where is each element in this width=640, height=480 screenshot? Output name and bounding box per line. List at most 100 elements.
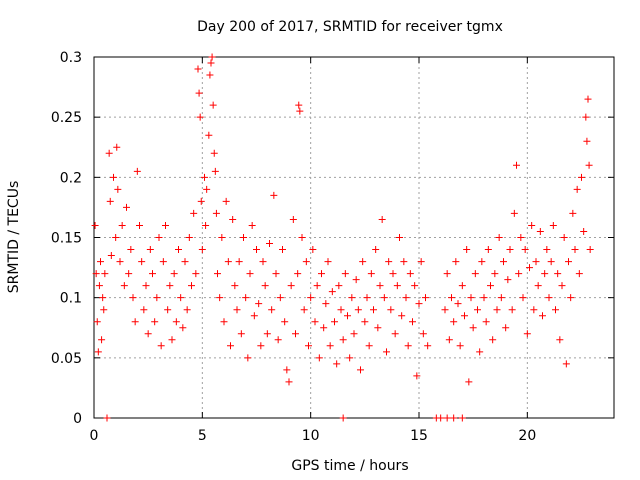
data-point <box>114 185 122 193</box>
y-tick-label: 0.3 <box>60 50 82 66</box>
data-point <box>480 294 488 302</box>
data-point <box>240 234 247 241</box>
data-point <box>517 234 525 241</box>
data-point <box>113 143 121 151</box>
data-point <box>569 209 577 217</box>
data-point <box>508 306 516 314</box>
data-point <box>99 294 107 302</box>
data-point <box>567 294 575 302</box>
data-point <box>352 276 360 284</box>
data-point <box>441 306 449 314</box>
data-point <box>100 306 108 314</box>
data-point <box>554 270 562 278</box>
data-point <box>558 282 566 290</box>
data-point <box>246 270 254 278</box>
data-point <box>578 173 585 181</box>
data-point <box>279 246 286 254</box>
data-point <box>272 270 280 278</box>
data-point <box>463 246 471 254</box>
data-point <box>202 221 210 229</box>
data-point <box>177 294 185 302</box>
data-point <box>285 378 293 386</box>
data-point <box>235 258 243 266</box>
data-point <box>335 282 343 290</box>
y-tick-label: 0 <box>73 411 82 427</box>
data-point <box>539 312 546 320</box>
y-tick-label: 0.2 <box>60 170 82 186</box>
data-point <box>322 300 330 308</box>
data-point <box>227 342 234 350</box>
data-point <box>523 330 531 338</box>
data-point <box>179 324 187 332</box>
data-point <box>237 330 245 338</box>
data-point <box>519 294 527 302</box>
y-tick-label: 0.25 <box>51 110 82 126</box>
data-point <box>283 366 291 374</box>
data-point <box>103 414 111 422</box>
data-point <box>263 330 271 338</box>
data-point <box>101 270 109 278</box>
data-point <box>552 306 559 314</box>
data-point <box>142 282 150 290</box>
data-point <box>175 246 182 254</box>
data-point <box>138 258 146 266</box>
data-point <box>385 258 393 266</box>
data-point <box>212 209 220 217</box>
data-point <box>110 173 117 181</box>
data-point <box>452 258 460 266</box>
data-point <box>315 354 323 362</box>
data-point <box>168 336 176 344</box>
data-point <box>197 197 205 205</box>
data-point <box>270 191 278 199</box>
data-point <box>106 197 114 205</box>
data-point <box>93 318 101 326</box>
data-point <box>389 270 397 278</box>
data-point <box>454 300 462 308</box>
data-point <box>541 270 549 278</box>
data-point <box>157 342 165 350</box>
data-point <box>530 306 538 314</box>
data-point <box>123 203 130 211</box>
data-point <box>300 306 308 314</box>
data-point <box>166 282 174 290</box>
data-point <box>192 270 200 278</box>
data-point <box>502 324 510 332</box>
data-point <box>556 336 564 344</box>
data-point <box>255 300 263 308</box>
data-point <box>231 282 239 290</box>
data-point <box>198 246 206 254</box>
x-tick-label: 5 <box>198 428 207 444</box>
x-tick-label: 20 <box>518 428 536 444</box>
data-point <box>383 348 390 356</box>
data-point <box>584 95 592 103</box>
data-point <box>367 270 375 278</box>
data-point <box>253 246 260 254</box>
data-point <box>296 107 304 115</box>
data-point <box>292 330 299 338</box>
data-point <box>337 306 345 314</box>
data-point <box>118 221 126 229</box>
y-tick-label: 0.15 <box>51 231 82 247</box>
data-point <box>218 234 226 241</box>
data-point <box>276 294 284 302</box>
data-point <box>443 414 451 422</box>
data-point <box>324 258 332 266</box>
data-point <box>573 185 581 193</box>
data-point <box>318 270 325 278</box>
data-point <box>107 252 115 260</box>
data-point <box>153 294 161 302</box>
data-point <box>562 360 570 368</box>
data-point <box>220 318 228 326</box>
data-point <box>151 318 159 326</box>
data-point <box>560 234 568 241</box>
data-point <box>328 288 336 296</box>
data-point <box>495 234 503 241</box>
data-point <box>92 270 100 278</box>
data-point <box>536 227 544 235</box>
data-point <box>458 414 466 422</box>
data-point <box>294 270 302 278</box>
data-point <box>396 234 403 241</box>
data-points <box>91 53 594 422</box>
y-axis-label: SRMTID / TECUs <box>6 181 22 294</box>
data-point <box>233 306 241 314</box>
